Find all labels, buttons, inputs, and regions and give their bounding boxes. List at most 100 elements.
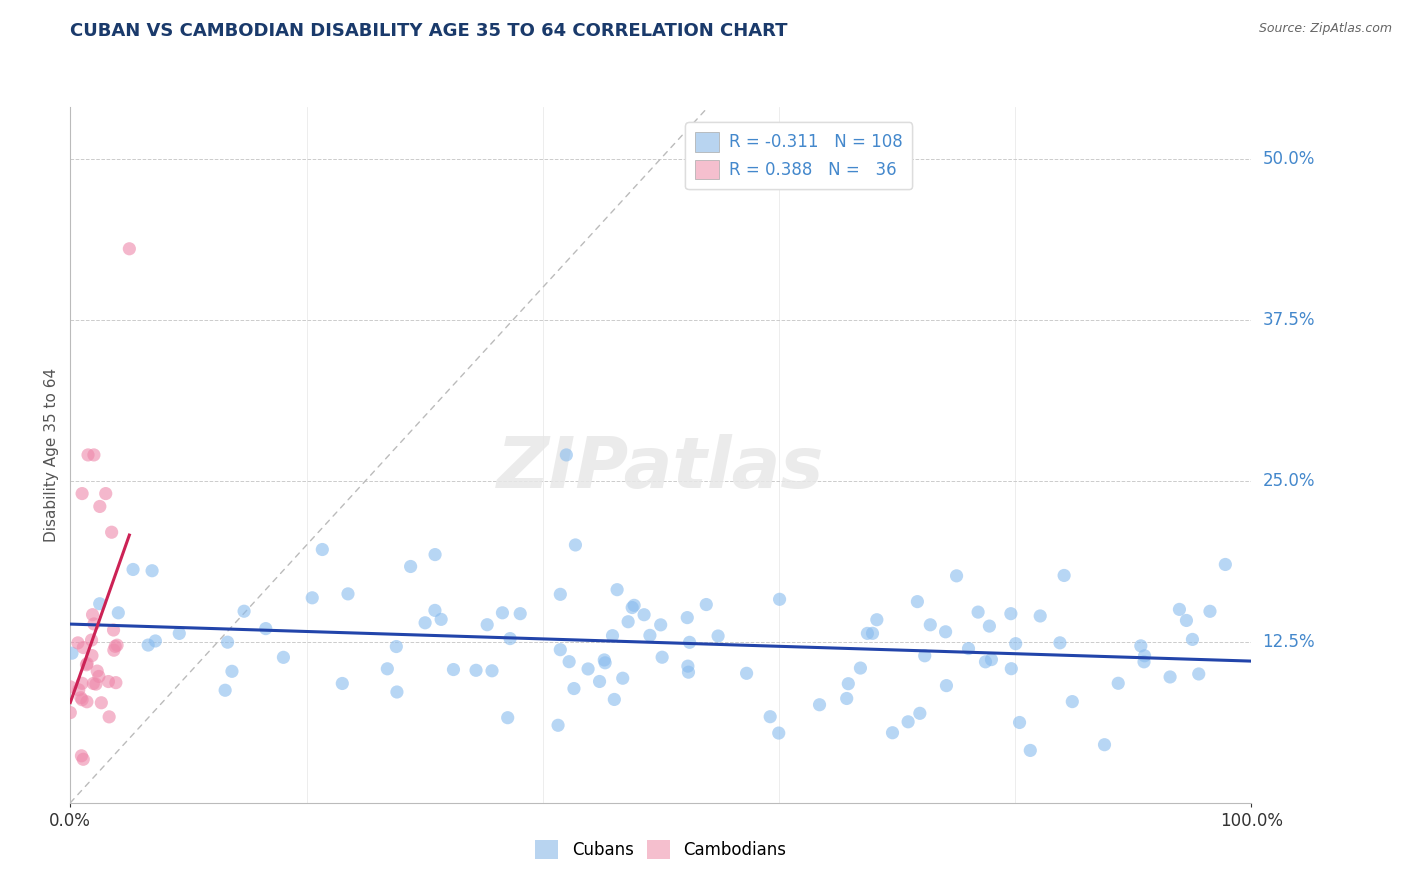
Point — [1000, 607, 1022, 621]
Point — [633, 607, 655, 622]
Point — [908, 706, 931, 721]
Point — [90, 696, 112, 710]
Point — [84, 677, 107, 691]
Point — [849, 661, 872, 675]
Text: 37.5%: 37.5% — [1263, 310, 1315, 328]
Point — [678, 635, 700, 649]
Point — [100, 525, 122, 540]
Point — [385, 685, 408, 699]
Point — [905, 594, 928, 608]
Point — [768, 726, 790, 740]
Point — [1107, 676, 1129, 690]
Point — [481, 664, 503, 678]
Point — [214, 683, 236, 698]
Point — [980, 652, 1002, 666]
Point — [576, 662, 599, 676]
Point — [118, 242, 141, 256]
Point — [1129, 639, 1152, 653]
Point — [617, 615, 640, 629]
Point — [82, 607, 104, 622]
Point — [301, 591, 323, 605]
Point — [72, 752, 94, 766]
Point — [974, 655, 997, 669]
Point — [1188, 667, 1211, 681]
Text: 12.5%: 12.5% — [1263, 632, 1315, 651]
Point — [547, 718, 569, 732]
Point — [856, 626, 879, 640]
Point — [59, 680, 82, 694]
Point — [82, 676, 104, 690]
Point — [98, 710, 121, 724]
Point — [477, 617, 499, 632]
Point — [862, 626, 884, 640]
Point — [1019, 743, 1042, 757]
Point — [550, 587, 572, 601]
Point — [676, 610, 699, 624]
Point — [423, 548, 446, 562]
Point — [1215, 558, 1237, 572]
Point — [399, 559, 422, 574]
Point — [603, 692, 626, 706]
Point — [606, 582, 628, 597]
Point — [59, 706, 82, 720]
Point — [1008, 715, 1031, 730]
Point — [957, 641, 980, 656]
Point — [914, 648, 936, 663]
Point — [385, 640, 408, 654]
Point — [558, 655, 581, 669]
Point — [1199, 604, 1222, 618]
Point — [141, 564, 163, 578]
Point — [76, 657, 98, 672]
Point — [76, 657, 98, 671]
Point — [650, 618, 672, 632]
Point — [564, 538, 586, 552]
Point — [623, 599, 645, 613]
Point — [94, 486, 117, 500]
Point — [1029, 609, 1052, 624]
Point — [562, 681, 585, 696]
Point — [651, 650, 673, 665]
Point — [509, 607, 531, 621]
Point — [550, 642, 572, 657]
Point — [979, 619, 1001, 633]
Point — [759, 709, 782, 723]
Text: ZIPatlas: ZIPatlas — [498, 434, 824, 503]
Point — [1053, 568, 1076, 582]
Point — [491, 606, 513, 620]
Point — [945, 569, 967, 583]
Point — [1181, 632, 1204, 647]
Text: CUBAN VS CAMBODIAN DISABILITY AGE 35 TO 64 CORRELATION CHART: CUBAN VS CAMBODIAN DISABILITY AGE 35 TO … — [70, 22, 787, 40]
Point — [122, 562, 145, 576]
Point — [735, 666, 758, 681]
Point — [678, 665, 700, 680]
Point — [97, 674, 120, 689]
Point — [1133, 648, 1156, 663]
Point — [83, 448, 105, 462]
Point — [104, 675, 127, 690]
Point — [897, 714, 920, 729]
Point — [465, 663, 488, 677]
Point — [273, 650, 295, 665]
Point — [837, 676, 859, 690]
Point — [602, 629, 624, 643]
Point — [103, 623, 125, 637]
Point — [66, 636, 89, 650]
Point — [60, 646, 83, 660]
Point — [103, 643, 125, 657]
Point — [1049, 636, 1071, 650]
Point — [1159, 670, 1181, 684]
Point — [80, 648, 103, 663]
Point — [935, 679, 957, 693]
Point — [808, 698, 831, 712]
Point — [145, 634, 167, 648]
Point — [107, 606, 129, 620]
Point — [76, 695, 98, 709]
Point — [105, 638, 128, 652]
Point — [89, 500, 111, 514]
Point — [676, 659, 699, 673]
Point — [593, 653, 616, 667]
Point — [89, 597, 111, 611]
Point — [80, 633, 103, 648]
Point — [1175, 614, 1198, 628]
Point — [87, 669, 110, 683]
